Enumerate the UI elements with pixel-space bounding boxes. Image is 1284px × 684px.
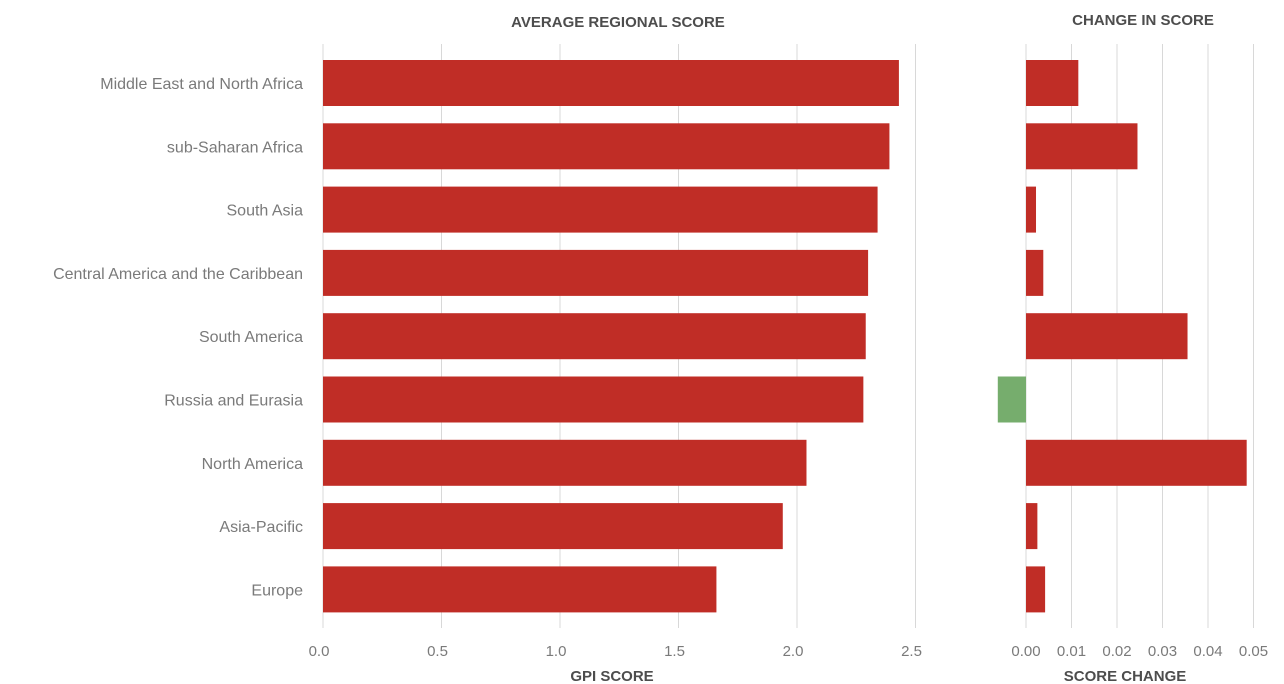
left-tick-label: 0.0	[309, 643, 330, 660]
category-label: Asia-Pacific	[219, 519, 303, 536]
right-panel-title: CHANGE IN SCORE	[1072, 12, 1214, 29]
left-bar	[323, 566, 717, 613]
right-x-axis-title: SCORE CHANGE	[1064, 668, 1187, 684]
left-tick-label: 2.5	[901, 643, 922, 660]
left-tick-label: 2.0	[783, 643, 804, 660]
category-label: North America	[202, 456, 303, 473]
right-tick-label: 0.00	[1011, 643, 1040, 660]
right-tick-label: 0.03	[1148, 643, 1177, 660]
category-label: sub-Saharan Africa	[167, 139, 303, 156]
right-bar	[1026, 249, 1044, 296]
left-bars	[323, 60, 899, 613]
left-bar	[323, 186, 878, 233]
right-bar	[1026, 439, 1247, 486]
right-tick-label: 0.02	[1102, 643, 1131, 660]
category-labels: Middle East and North Africa sub-Saharan …	[53, 76, 303, 599]
right-bar	[1026, 60, 1079, 106]
category-label: South Asia	[227, 203, 304, 220]
category-label: Central America and the Caribbean	[53, 266, 303, 283]
category-label: Russia and Eurasia	[164, 393, 303, 410]
left-ticks: 0.0 0.5 1.0 1.5 2.0 2.5	[309, 643, 922, 660]
right-ticks: 0.00 0.01 0.02 0.03 0.04 0.05	[1011, 643, 1268, 660]
category-label: Middle East and North Africa	[100, 76, 303, 93]
right-tick-label: 0.05	[1239, 643, 1268, 660]
left-bar	[323, 249, 869, 296]
right-bar	[1026, 186, 1037, 233]
right-bar	[1026, 503, 1038, 550]
right-bar	[1026, 313, 1188, 360]
right-bar	[1026, 123, 1138, 170]
left-x-axis-title: GPI SCORE	[570, 668, 653, 684]
left-tick-label: 1.5	[664, 643, 685, 660]
left-bar	[323, 376, 864, 423]
category-label: Europe	[251, 582, 303, 599]
category-label: South America	[199, 329, 303, 346]
left-panel-title: AVERAGE REGIONAL SCORE	[511, 14, 725, 31]
right-bar	[997, 376, 1026, 423]
left-bar	[323, 439, 807, 486]
right-bars	[997, 60, 1247, 613]
left-bar	[323, 503, 783, 550]
right-tick-label: 0.01	[1057, 643, 1086, 660]
left-bar	[323, 313, 866, 360]
right-tick-label: 0.04	[1193, 643, 1222, 660]
left-tick-label: 1.0	[546, 643, 567, 660]
left-bar	[323, 60, 899, 106]
left-tick-label: 0.5	[427, 643, 448, 660]
left-bar	[323, 123, 890, 170]
right-bar	[1026, 566, 1046, 613]
